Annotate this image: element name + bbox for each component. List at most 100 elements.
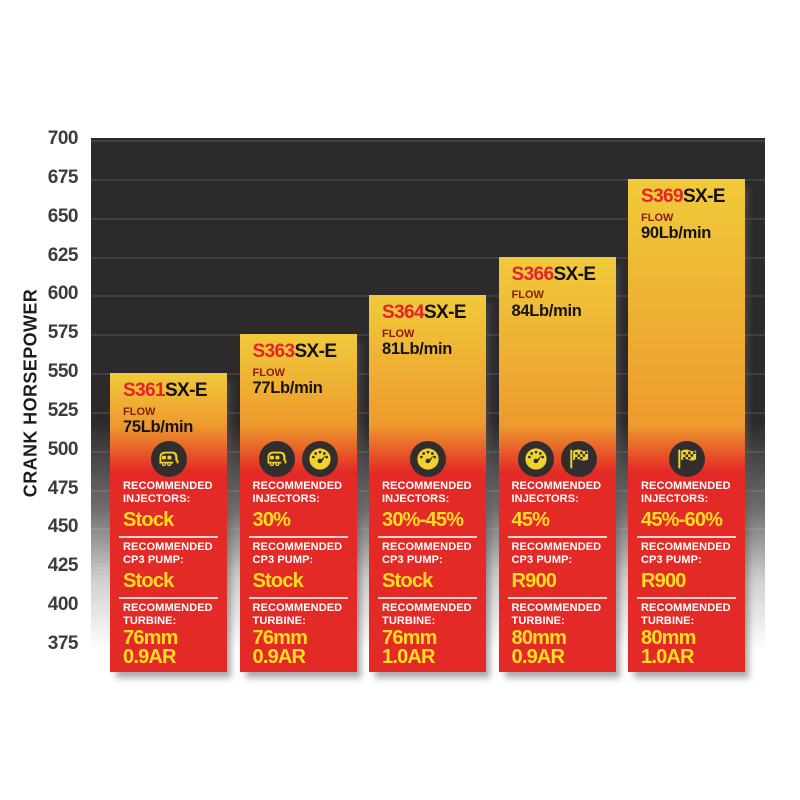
cp3-pump-value: Stock bbox=[123, 569, 174, 592]
y-tick-label: 575 bbox=[47, 322, 79, 344]
y-tick-label: 650 bbox=[47, 205, 79, 227]
flow-label: FLOW bbox=[511, 289, 544, 302]
usage-icons bbox=[110, 440, 227, 477]
bar-s369sxe: S369SX-E FLOW 90Lb/min RECOMMENDED INJEC… bbox=[628, 178, 745, 672]
bar-s366sxe: S366SX-E FLOW 84Lb/min RECOMMENDED INJEC… bbox=[498, 256, 616, 672]
turbine-size: 76mm bbox=[382, 626, 437, 649]
model-name: S361SX-E bbox=[123, 381, 222, 401]
model-number: S369 bbox=[641, 185, 684, 207]
model-series: SX-E bbox=[164, 380, 208, 402]
cp3-pump-label: RECOMMENDED CP3 PUMP: bbox=[382, 540, 472, 566]
model-series: SX-E bbox=[553, 263, 596, 285]
cp3-pump-label: RECOMMENDED CP3 PUMP: bbox=[252, 540, 343, 566]
flow-value: 84Lb/min bbox=[511, 301, 582, 320]
model-name: S363SX-E bbox=[253, 342, 352, 362]
turbine-label: RECOMMENDED TURBINE: bbox=[641, 601, 731, 627]
gauge-icon bbox=[517, 440, 554, 477]
injectors-value: 30% bbox=[252, 508, 291, 531]
injectors-value: 45%-60% bbox=[641, 508, 723, 531]
divider bbox=[119, 535, 218, 538]
injectors-label: RECOMMENDED INJECTORS: bbox=[252, 479, 343, 505]
gauge-icon bbox=[409, 440, 446, 477]
flow-value: 81Lb/min bbox=[382, 340, 453, 359]
y-tick-label: 550 bbox=[47, 360, 79, 382]
injectors-label: RECOMMENDED INJECTORS: bbox=[123, 479, 213, 505]
divider bbox=[637, 596, 736, 599]
y-tick-label: 675 bbox=[47, 166, 79, 188]
model-series: SX-E bbox=[294, 341, 337, 363]
injectors-label: RECOMMENDED INJECTORS: bbox=[641, 479, 731, 505]
cp3-pump-value: Stock bbox=[252, 569, 304, 592]
cp3-pump-value: R900 bbox=[641, 569, 686, 592]
y-tick-label: 500 bbox=[47, 438, 79, 460]
turbine-size: 80mm bbox=[511, 626, 567, 649]
usage-icons bbox=[240, 440, 357, 477]
y-tick-label: 450 bbox=[47, 516, 79, 538]
model-number: S363 bbox=[252, 341, 296, 363]
gridline bbox=[91, 178, 765, 181]
divider bbox=[507, 535, 607, 538]
flow-label: FLOW bbox=[123, 406, 156, 418]
flow-value: 77Lb/min bbox=[252, 379, 323, 398]
bar-header: S364SX-E FLOW 81Lb/min bbox=[369, 295, 486, 359]
model-series: SX-E bbox=[423, 302, 467, 324]
injectors-value: Stock bbox=[123, 508, 174, 531]
y-tick-label: 625 bbox=[47, 244, 79, 266]
turbine-ar: 0.9AR bbox=[252, 646, 307, 669]
usage-icons bbox=[499, 440, 616, 477]
turbine-label: RECOMMENDED TURBINE: bbox=[123, 601, 213, 627]
y-tick-label: 425 bbox=[47, 555, 79, 577]
cp3-pump-label: RECOMMENDED CP3 PUMP: bbox=[123, 540, 213, 566]
turbine-ar: 0.9AR bbox=[511, 646, 566, 669]
injectors-value: 30%-45% bbox=[382, 508, 464, 531]
gridline bbox=[91, 217, 765, 220]
model-name: S364SX-E bbox=[382, 303, 481, 323]
bar-header: S361SX-E FLOW 75Lb/min bbox=[110, 373, 227, 437]
y-tick-label: 375 bbox=[47, 632, 79, 654]
y-tick-label: 400 bbox=[47, 594, 79, 616]
cp3-pump-value: Stock bbox=[382, 569, 433, 592]
bar-specs: RECOMMENDED INJECTORS: 30%-45% RECOMMEND… bbox=[369, 440, 486, 672]
injectors-value: 45% bbox=[511, 508, 550, 531]
turbine-size: 76mm bbox=[123, 626, 178, 649]
divider bbox=[378, 596, 477, 599]
flow-value: 90Lb/min bbox=[641, 223, 712, 242]
turbine-label: RECOMMENDED TURBINE: bbox=[252, 601, 343, 627]
flow-label: FLOW bbox=[382, 328, 415, 341]
gauge-icon bbox=[301, 440, 338, 477]
injectors-label: RECOMMENDED INJECTORS: bbox=[511, 479, 602, 505]
usage-icons bbox=[628, 440, 745, 477]
turbine-ar: 1.0AR bbox=[641, 646, 695, 669]
gridline bbox=[91, 256, 765, 259]
bar-s364sxe: S364SX-E FLOW 81Lb/min RECOMMENDED INJEC… bbox=[369, 295, 486, 672]
y-tick-label: 700 bbox=[47, 127, 79, 149]
y-axis-title: CRANK HORSEPOWER bbox=[20, 288, 41, 498]
turbine-label: RECOMMENDED TURBINE: bbox=[382, 601, 472, 627]
divider bbox=[248, 535, 348, 538]
flow-label: FLOW bbox=[252, 367, 285, 380]
y-tick-label: 525 bbox=[47, 399, 79, 421]
model-series: SX-E bbox=[682, 185, 726, 207]
model-number: S366 bbox=[511, 263, 555, 285]
camper-icon bbox=[150, 440, 187, 477]
turbine-ar: 0.9AR bbox=[123, 646, 177, 669]
flow-value: 75Lb/min bbox=[123, 418, 194, 437]
flag-icon bbox=[668, 440, 705, 477]
divider bbox=[507, 596, 607, 599]
turbine-value: 76mm 0.9AR bbox=[252, 628, 353, 669]
bar-s361sxe: S361SX-E FLOW 75Lb/min RECOMMENDED INJEC… bbox=[110, 373, 227, 672]
flow-label: FLOW bbox=[641, 211, 674, 224]
model-number: S361 bbox=[123, 380, 166, 402]
divider bbox=[248, 596, 348, 599]
turbine-size: 80mm bbox=[641, 626, 696, 649]
flag-icon bbox=[560, 440, 597, 477]
turbine-label: RECOMMENDED TURBINE: bbox=[511, 601, 602, 627]
model-number: S364 bbox=[382, 302, 425, 324]
turbine-value: 80mm 0.9AR bbox=[511, 626, 612, 669]
turbine-value: 76mm 0.9AR bbox=[123, 626, 223, 669]
injectors-label: RECOMMENDED INJECTORS: bbox=[382, 479, 472, 505]
cp3-pump-label: RECOMMENDED CP3 PUMP: bbox=[641, 540, 731, 566]
camper-icon bbox=[258, 440, 295, 477]
divider bbox=[378, 535, 477, 538]
usage-icons bbox=[369, 440, 486, 477]
